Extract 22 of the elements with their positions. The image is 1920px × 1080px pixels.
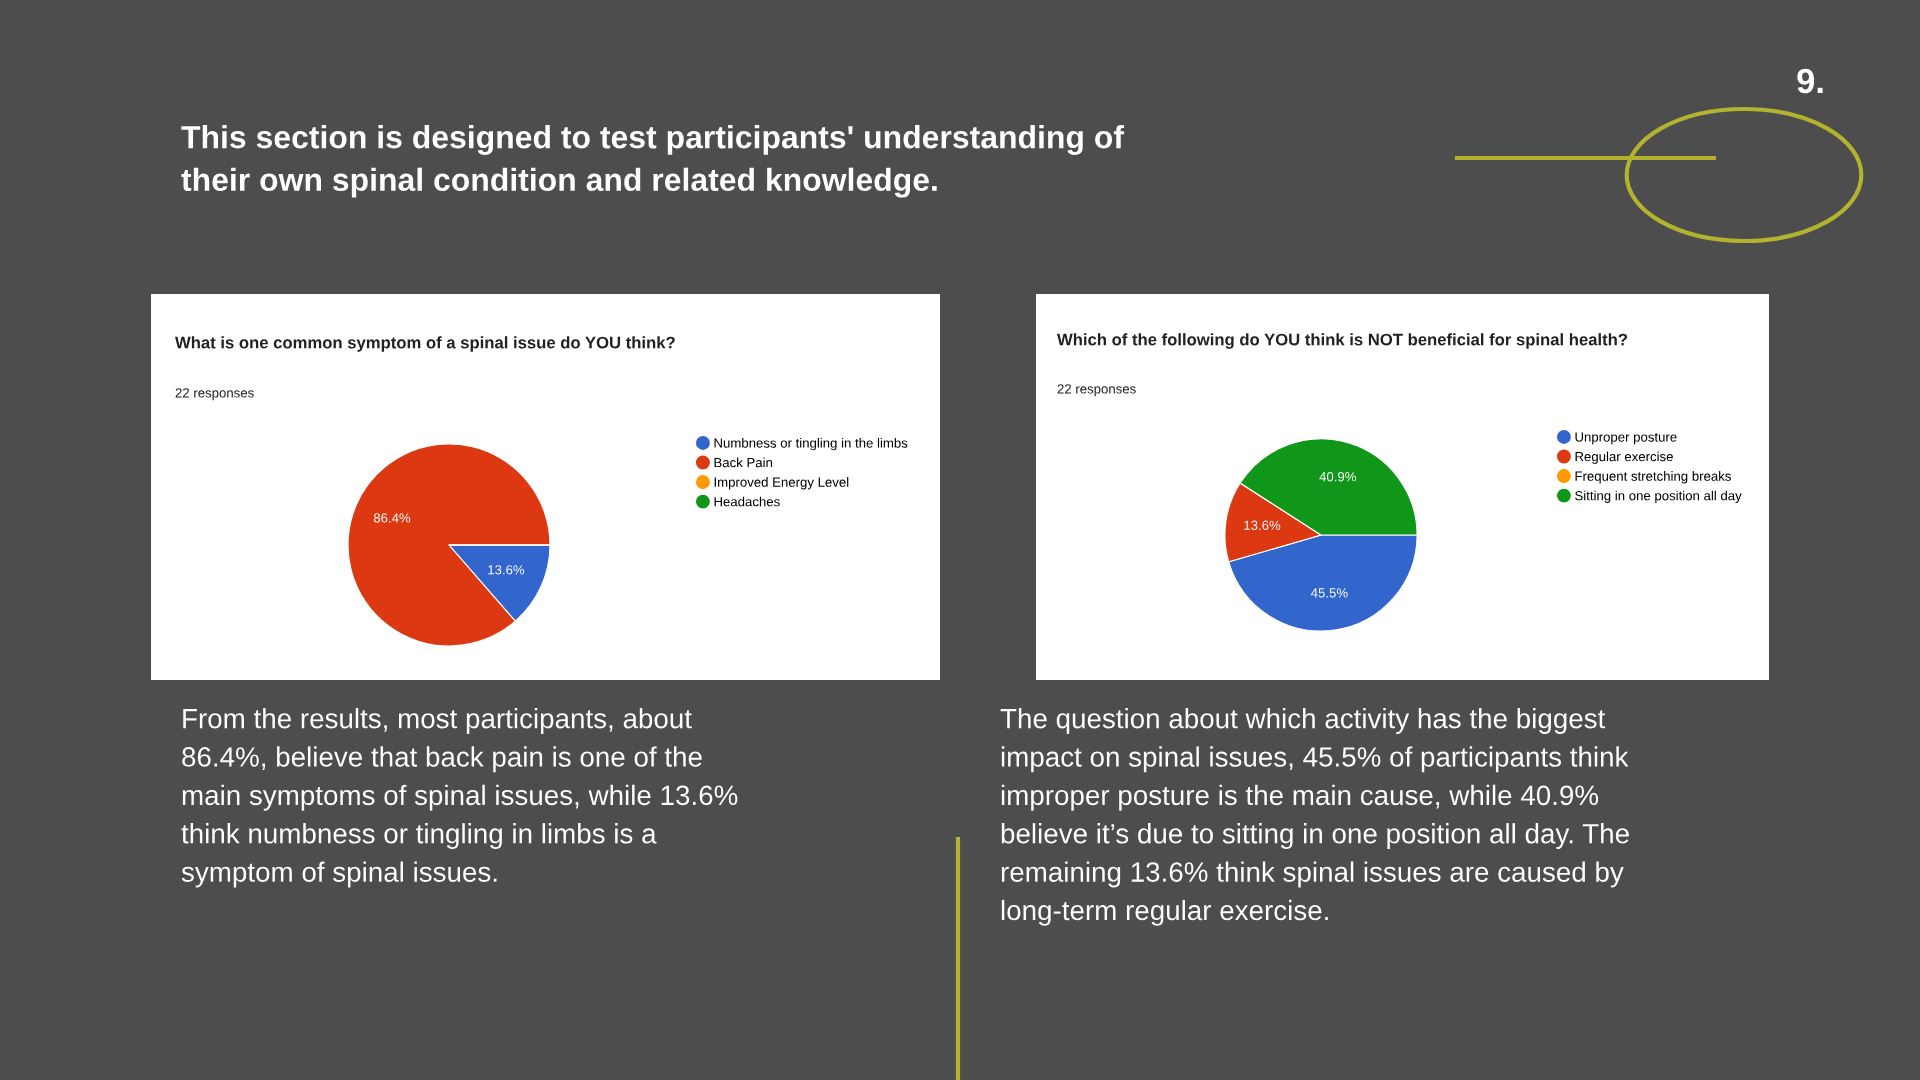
text: This section is designed to test participants' understanding of their own spinal condition and related knowledge. [181,125,1125,198]
text: 22 responses [1057,384,1136,397]
chart-title: What is one common symptom of a spinal issue do YOU think? [175,336,675,352]
text: 22 responses [175,388,254,401]
data-label: 13.6% [488,565,525,575]
pie-slice [347,443,551,647]
legend-label: Improved Energy Level [714,477,849,490]
text: The question about which activity has the biggest impact on spinal issues, 45.5% of participants think improper posture is the main cause, while 40.9% believe it’s due to sitting in one position all day. The remaining 13.6% think spinal issues are caused by long-term regular exercise. [1000,708,1629,926]
legend-label: Sitting in one position all day [1575,490,1742,503]
text: 9. [1797,68,1823,94]
data-label: 86.4% [373,513,411,523]
legend-label: Frequent stretching breaks [1575,471,1731,484]
data-label: 13.6% [1244,520,1281,530]
legend-label: Unproper posture [1575,432,1677,445]
text: From the results, most participants, about 86.4%, believe that back pain is one of the main symptoms of spinal issues, while 13.6% think numbness or tingling in limbs is a symptom of spinal issues. [181,708,738,888]
data-label: 45.5% [1310,588,1348,598]
legend-label: Headaches [714,496,780,507]
legend-label: Regular exercise [1575,451,1673,464]
legend-label: Back Pain [714,457,773,468]
legend-label: Numbness or tingling in the limbs [714,438,908,451]
data-label: 40.9% [1319,472,1357,482]
chart-title: Which of the following do YOU think is NOT beneficial for spinal health? [1057,333,1628,349]
